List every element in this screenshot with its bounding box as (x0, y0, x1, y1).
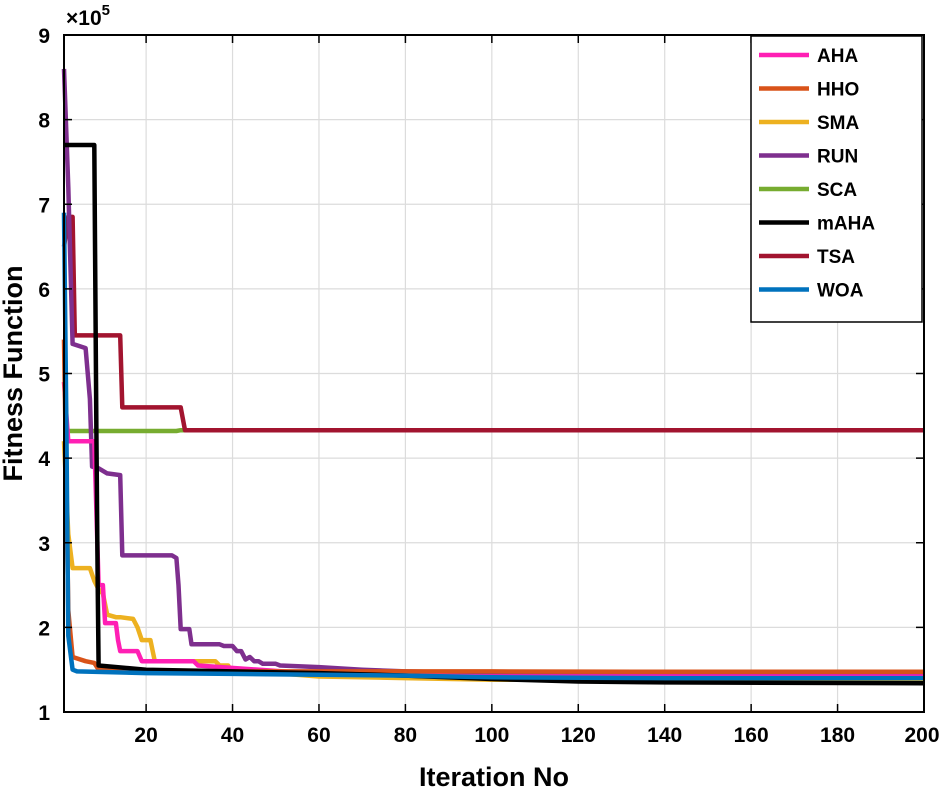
legend-label-woa: WOA (817, 281, 864, 302)
legend-box (750, 35, 923, 323)
legend-label-maha: mAHA (817, 214, 875, 235)
x-tick-label: 20 (134, 724, 157, 747)
series-lines (61, 68, 925, 686)
y-tick-label: 3 (38, 533, 50, 556)
series-line-maha (64, 142, 925, 686)
series-line-hho (61, 339, 924, 675)
y-tick-label: 4 (38, 448, 50, 471)
legend-label-run: RUN (817, 147, 858, 168)
x-tick-label: 120 (561, 724, 596, 747)
x-tick-label: 100 (474, 724, 509, 747)
legend-label-sma: SMA (817, 113, 860, 134)
x-tick-label: 80 (394, 724, 417, 747)
x-tick-label: 160 (734, 724, 769, 747)
y-tick-label: 5 (38, 364, 50, 387)
y-tick-label: 2 (38, 617, 50, 640)
legend-label-aha: AHA (817, 46, 858, 67)
y-exponent-base: ×10 (66, 7, 102, 30)
y-tick-label: 6 (38, 279, 50, 302)
series-line-woa (61, 212, 924, 681)
series-line-aha (61, 381, 924, 679)
legend: AHA HHO SMA RUN SCA mAHA TSA WOA (750, 35, 923, 323)
x-tick-label: 60 (307, 724, 330, 747)
y-tick-label: 7 (38, 194, 50, 217)
x-tick-label: 140 (647, 724, 682, 747)
y-exponent-power: 5 (102, 2, 110, 19)
y-axis-exponent: ×105 (66, 2, 110, 30)
y-tick-label: 1 (38, 702, 50, 725)
legend-label-hho: HHO (817, 80, 859, 101)
legend-label-tsa: TSA (817, 247, 855, 268)
x-tick-label: 180 (820, 724, 855, 747)
x-tick-label: 40 (221, 724, 244, 747)
y-tick-label: 8 (38, 110, 50, 133)
y-tick-label: 9 (38, 25, 50, 48)
legend-label-sca: SCA (817, 180, 857, 201)
x-axis-label: Iteration No (419, 762, 569, 791)
x-tick-label: 200 (904, 724, 939, 747)
axis-ticks: 20 40 60 80 100 120 140 160 180 200 1 2 3 4 5 6 7 8 9 (38, 25, 939, 747)
y-axis-label: Fitness Function (0, 266, 28, 482)
